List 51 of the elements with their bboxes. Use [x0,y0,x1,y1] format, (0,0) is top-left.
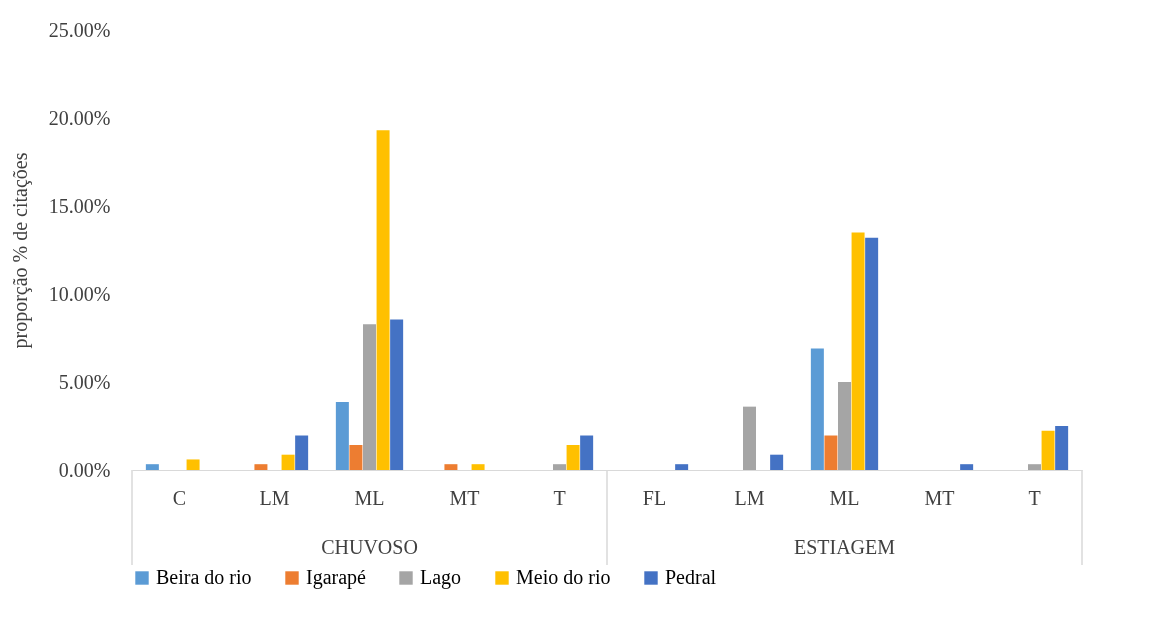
legend-label: Lago [420,566,462,589]
y-tick-label: 5.00% [58,370,111,393]
bar [960,464,974,470]
text: CHUVOSO [321,536,418,558]
bar [1028,464,1041,470]
bar [838,382,851,470]
bar [363,324,376,470]
bar [349,445,363,470]
bar [335,401,349,470]
bar [444,464,458,470]
x-tick-label: ML [354,486,385,509]
bar [145,464,159,470]
bar [851,232,865,470]
x-tick-label: C [172,486,187,509]
x-tick-label: MT [449,486,480,509]
bar [824,435,838,470]
y-tick-label: 25.00% [48,18,111,41]
bar [566,445,580,470]
x-tick-label: LM [259,486,290,509]
bar [186,459,200,470]
y-tick-label: 15.00% [48,194,111,217]
bar [1055,426,1069,470]
x-tick-label: LM [734,486,765,509]
y-tick-label: 10.00% [48,282,111,305]
legend-label: Meio do rio [516,566,611,588]
bar [580,435,594,470]
bar [743,406,756,470]
x-tick-label: MT [924,486,955,509]
bar [1041,430,1055,470]
bar [553,464,566,470]
bar [295,435,309,470]
legend-label: Pedral [665,566,717,588]
bar [390,319,404,470]
legend-label: Igarapé [306,566,367,589]
bar [376,130,390,470]
text: ESTIAGEM [793,536,896,558]
y-tick-label: 20.00% [48,106,111,129]
bar [281,454,295,470]
bar [865,237,879,470]
bar [810,348,824,470]
x-tick-label: ML [829,486,860,509]
bar [254,464,268,470]
bar [770,454,784,470]
y-tick-label: 0.00% [58,458,111,481]
bar [675,464,689,470]
y-axis-title: proporção % de citações [8,152,32,349]
legend-label: Beira do rio [156,566,252,588]
x-tick-label: T [1028,486,1041,509]
x-tick-label: T [553,486,566,509]
x-tick-label: FL [642,486,667,509]
bar [471,464,485,470]
